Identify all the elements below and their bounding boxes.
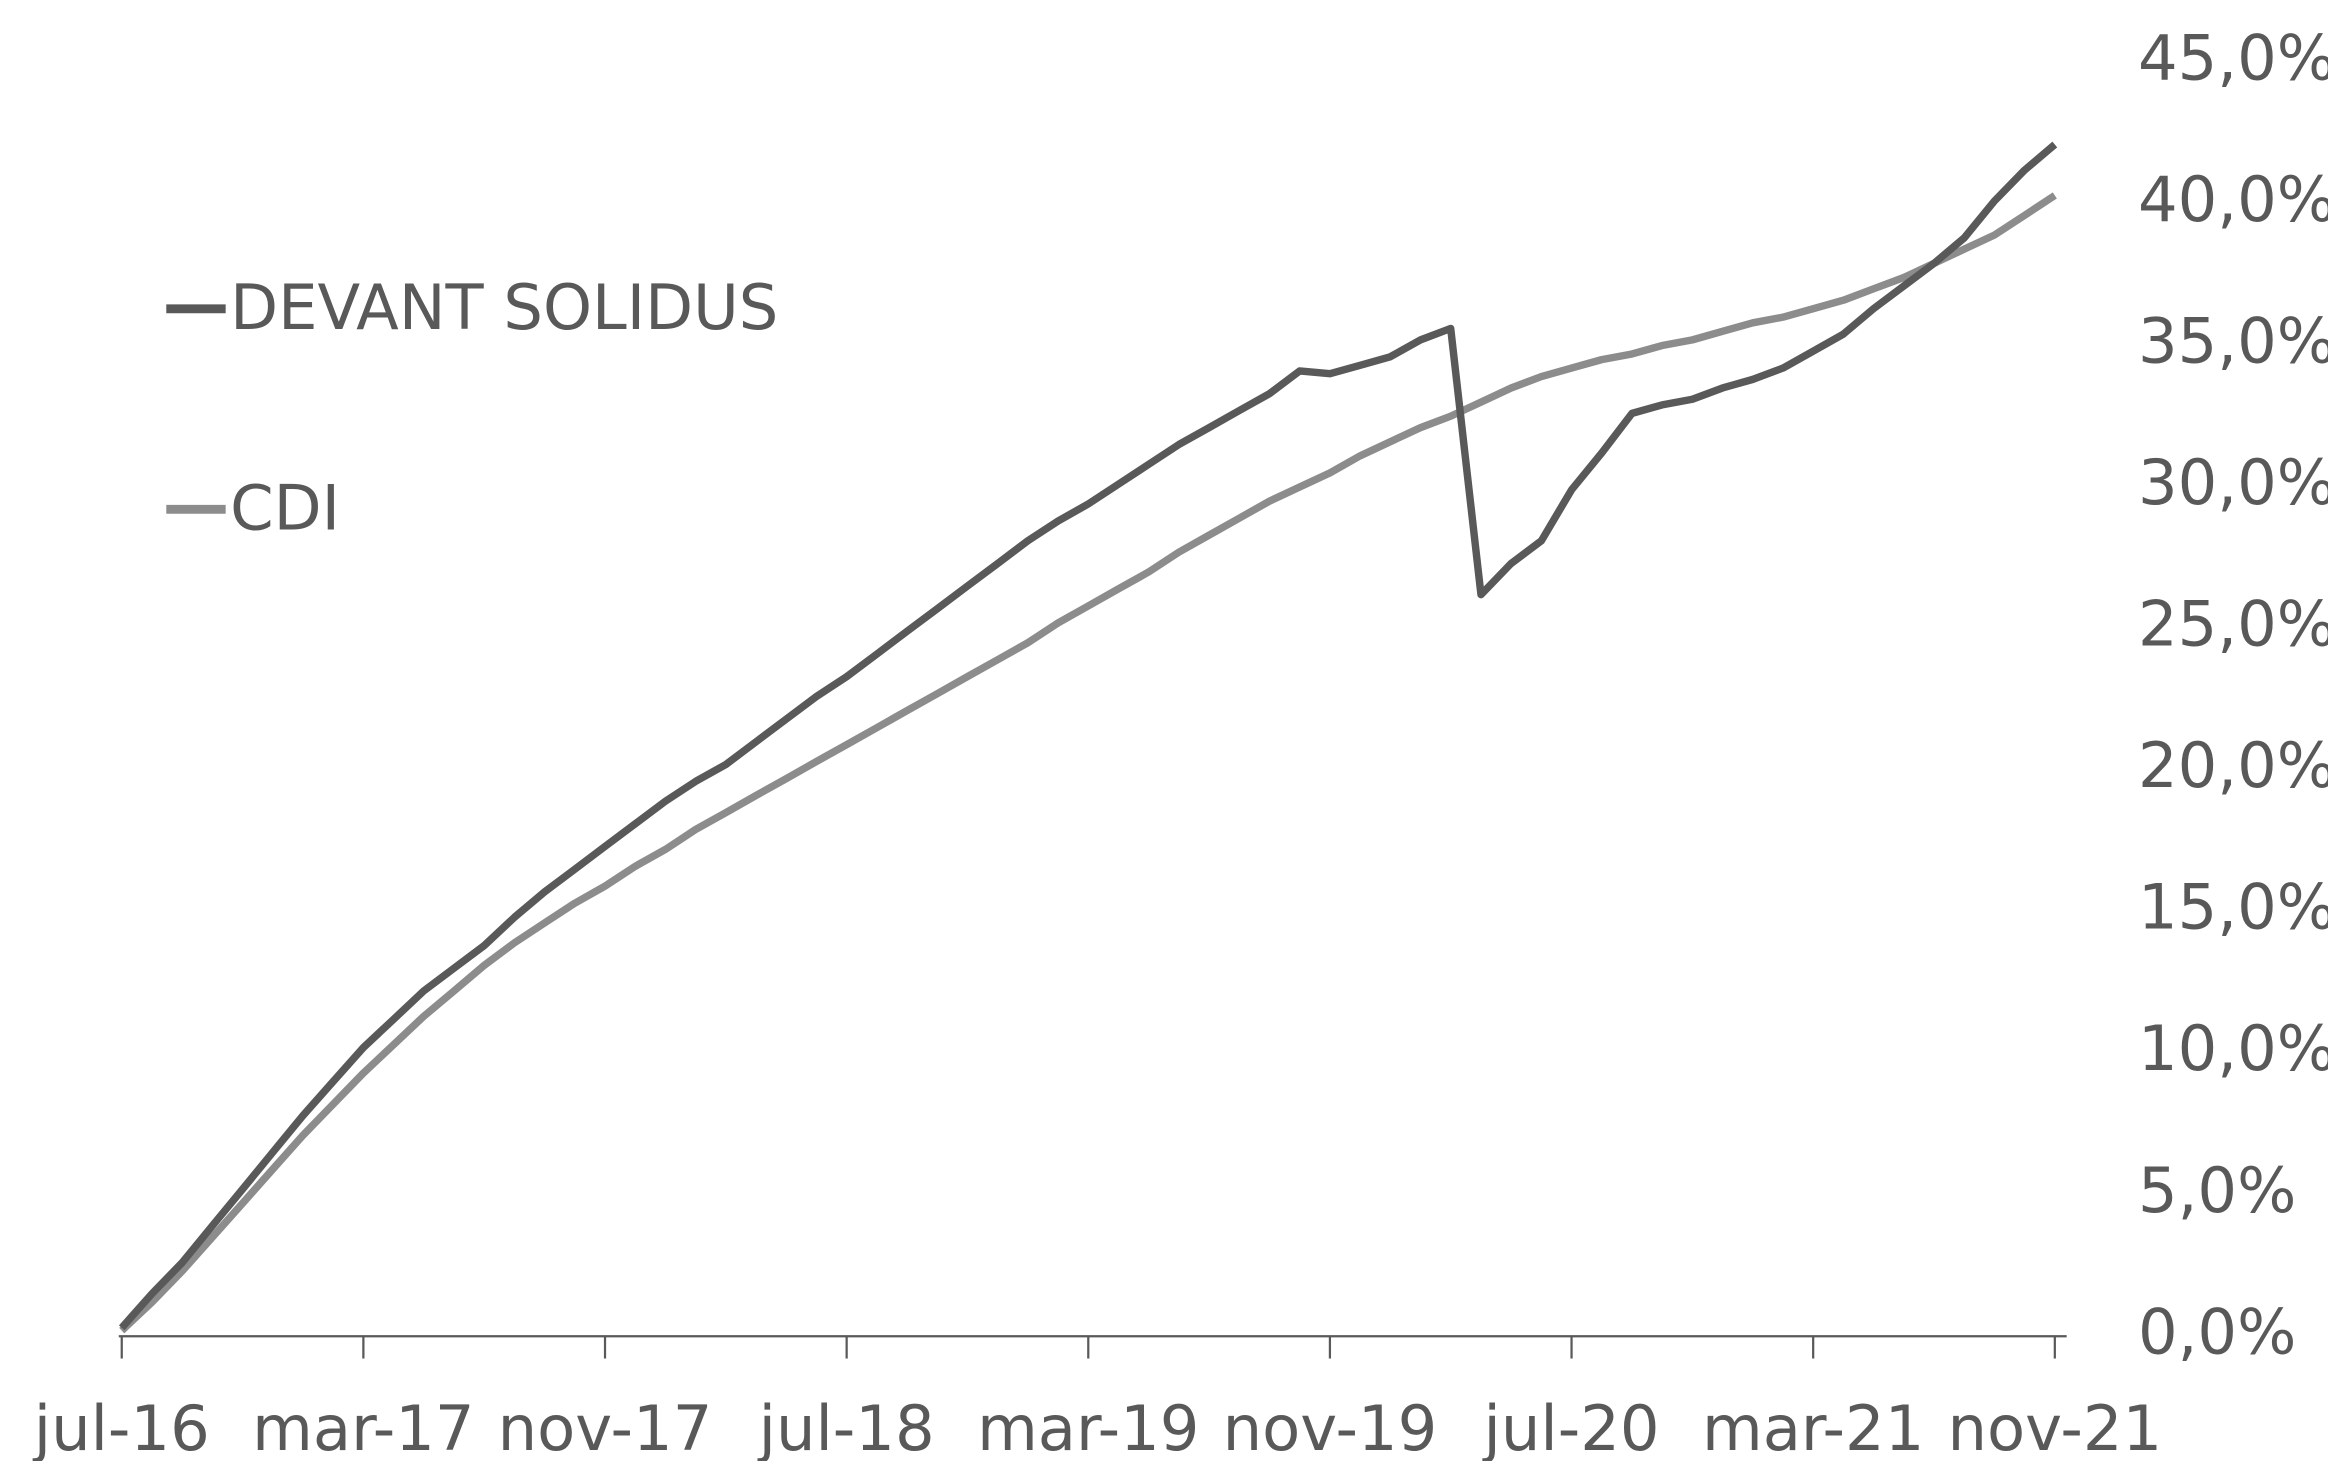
- legend-label: DEVANT SOLIDUS: [230, 271, 778, 344]
- y-tick-label: 45,0%: [2138, 21, 2328, 94]
- x-tick-label: jul-18: [757, 1392, 935, 1461]
- legend-label: CDI: [230, 471, 340, 544]
- x-tick-label: mar-19: [977, 1392, 1199, 1461]
- y-tick-label: 35,0%: [2138, 305, 2328, 378]
- x-tick-label: nov-17: [498, 1392, 713, 1461]
- x-tick-label: mar-17: [252, 1392, 474, 1461]
- series-line: [118, 141, 2058, 1331]
- y-tick-label: 10,0%: [2138, 1012, 2328, 1085]
- y-tick-label: 5,0%: [2138, 1154, 2296, 1227]
- y-tick-label: 25,0%: [2138, 588, 2328, 661]
- x-tick-label: nov-21: [1947, 1392, 2162, 1461]
- y-tick-label: 15,0%: [2138, 871, 2328, 944]
- y-tick-label: 0,0%: [2138, 1295, 2296, 1368]
- y-tick-label: 30,0%: [2138, 446, 2328, 519]
- y-tick-label: 20,0%: [2138, 729, 2328, 802]
- x-tick-label: mar-21: [1702, 1392, 1924, 1461]
- x-tick-label: jul-20: [1482, 1392, 1660, 1461]
- y-tick-label: 40,0%: [2138, 163, 2328, 236]
- series-line: [119, 192, 2057, 1334]
- x-tick-label: nov-19: [1223, 1392, 1438, 1461]
- x-tick-label: jul-16: [32, 1392, 210, 1461]
